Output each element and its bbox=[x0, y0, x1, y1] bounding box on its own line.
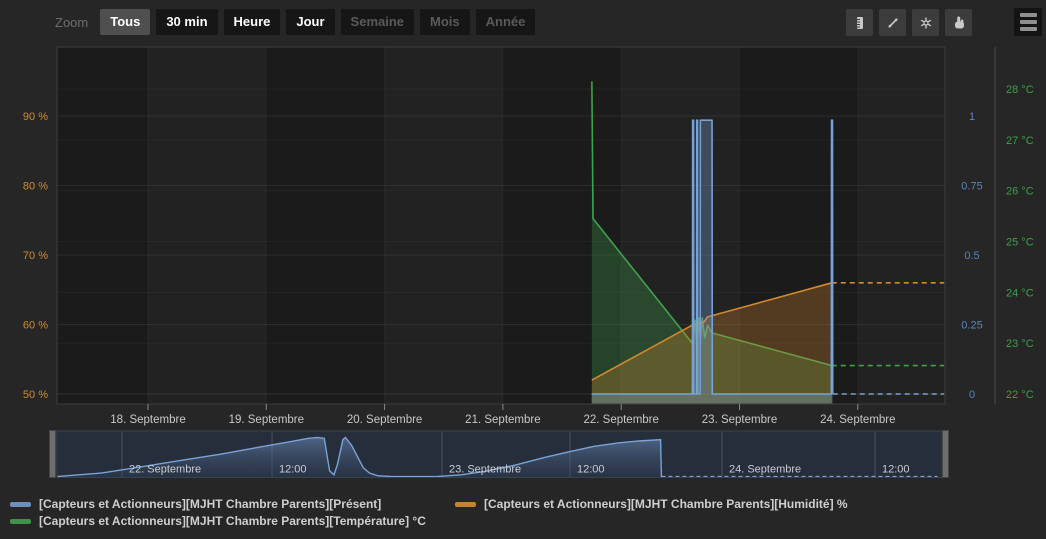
legend-label-humidite: [Capteurs et Actionneurs][MJHT Chambre P… bbox=[484, 497, 848, 511]
ruler-button[interactable] bbox=[846, 9, 873, 36]
svg-text:23. Septembre: 23. Septembre bbox=[702, 414, 777, 426]
svg-text:26 °C: 26 °C bbox=[1006, 186, 1034, 198]
zoom-button-semaine[interactable]: Semaine bbox=[340, 9, 415, 35]
compress-button[interactable] bbox=[879, 9, 906, 36]
svg-text:24. Septembre: 24. Septembre bbox=[729, 464, 801, 476]
snowflake-icon bbox=[920, 17, 931, 28]
svg-text:24 °C: 24 °C bbox=[1006, 287, 1034, 299]
legend-label-temperature: [Capteurs et Actionneurs][MJHT Chambre P… bbox=[39, 514, 426, 528]
svg-text:22. Septembre: 22. Septembre bbox=[129, 464, 201, 476]
svg-text:18. Septembre: 18. Septembre bbox=[110, 414, 185, 426]
snowflake-button[interactable] bbox=[912, 9, 939, 36]
svg-text:1: 1 bbox=[969, 111, 975, 123]
svg-text:0.5: 0.5 bbox=[964, 250, 979, 262]
zoom-button-jour[interactable]: Jour bbox=[286, 9, 335, 35]
svg-text:28 °C: 28 °C bbox=[1006, 84, 1034, 96]
compress-icon bbox=[887, 17, 898, 28]
zoom-button-tous[interactable]: Tous bbox=[100, 9, 151, 35]
series-binary bbox=[591, 119, 945, 405]
hand-pointer-icon bbox=[954, 16, 964, 28]
legend-swatch-humidite bbox=[455, 501, 476, 507]
legend-label-present: [Capteurs et Actionneurs][MJHT Chambre P… bbox=[39, 497, 382, 511]
legend-swatch-present bbox=[10, 501, 31, 507]
legend-item-temperature[interactable]: [Capteurs et Actionneurs][MJHT Chambre P… bbox=[10, 514, 426, 528]
svg-text:90 %: 90 % bbox=[23, 111, 48, 123]
zoom-button-annee[interactable]: Année bbox=[475, 9, 536, 35]
svg-text:70 %: 70 % bbox=[23, 250, 48, 262]
legend-item-humidite[interactable]: [Capteurs et Actionneurs][MJHT Chambre P… bbox=[455, 497, 848, 511]
svg-text:23 °C: 23 °C bbox=[1006, 338, 1034, 350]
range-selector-toolbar: Zoom Tous 30 min Heure Jour Semaine Mois… bbox=[55, 9, 536, 35]
svg-text:24. Septembre: 24. Septembre bbox=[820, 414, 895, 426]
svg-text:80 %: 80 % bbox=[23, 181, 48, 193]
svg-text:60 %: 60 % bbox=[23, 320, 48, 332]
navigator-right-handle[interactable] bbox=[942, 430, 949, 478]
legend-item-present[interactable]: [Capteurs et Actionneurs][MJHT Chambre P… bbox=[10, 497, 381, 511]
svg-text:50 %: 50 % bbox=[23, 389, 48, 401]
svg-text:22. Septembre: 22. Septembre bbox=[583, 414, 658, 426]
svg-text:23. Septembre: 23. Septembre bbox=[449, 464, 521, 476]
ruler-icon bbox=[856, 16, 863, 29]
svg-text:20. Septembre: 20. Septembre bbox=[347, 414, 422, 426]
svg-text:12:00: 12:00 bbox=[279, 464, 307, 476]
svg-text:0.75: 0.75 bbox=[961, 181, 982, 193]
legend-swatch-temperature bbox=[10, 518, 31, 524]
zoom-button-heure[interactable]: Heure bbox=[223, 9, 281, 35]
svg-text:22 °C: 22 °C bbox=[1006, 389, 1034, 401]
hand-pointer-button[interactable] bbox=[945, 9, 972, 36]
zoom-button-mois[interactable]: Mois bbox=[420, 9, 470, 35]
svg-text:27 °C: 27 °C bbox=[1006, 135, 1034, 147]
svg-text:0.25: 0.25 bbox=[961, 320, 982, 332]
svg-text:12:00: 12:00 bbox=[577, 464, 605, 476]
context-menu-button[interactable] bbox=[1014, 8, 1042, 36]
zoom-button-30min[interactable]: 30 min bbox=[156, 9, 218, 35]
svg-text:25 °C: 25 °C bbox=[1006, 237, 1034, 249]
svg-text:21. Septembre: 21. Septembre bbox=[465, 414, 540, 426]
navigator-left-handle[interactable] bbox=[49, 430, 56, 478]
zoom-label: Zoom bbox=[55, 14, 89, 30]
svg-text:19. Septembre: 19. Septembre bbox=[229, 414, 304, 426]
svg-text:0: 0 bbox=[969, 389, 975, 401]
hamburger-menu-icon bbox=[1019, 13, 1037, 17]
svg-text:12:00: 12:00 bbox=[882, 464, 910, 476]
